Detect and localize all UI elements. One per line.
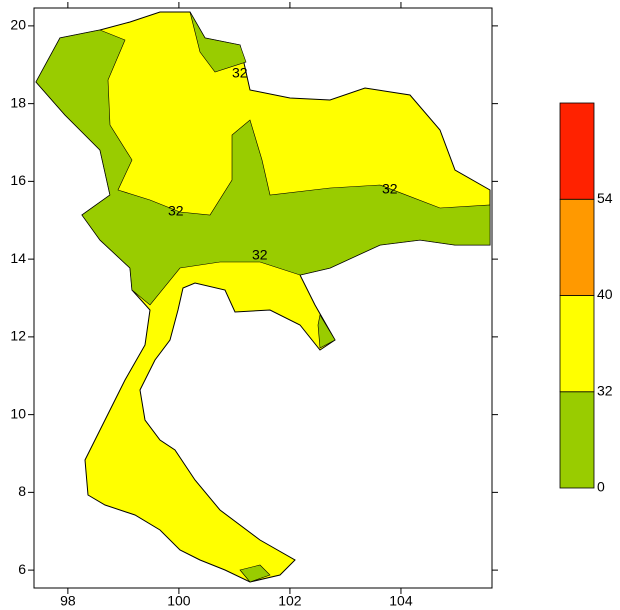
y-tick-label: 16	[10, 172, 26, 188]
contour-label: 32	[382, 181, 398, 197]
y-tick-label: 12	[10, 328, 26, 344]
contour-label: 32	[168, 203, 184, 219]
y-tick-label: 18	[10, 94, 26, 110]
land-green	[35, 29, 491, 306]
x-tick-label: 98	[60, 593, 76, 609]
x-tick-label: 102	[278, 593, 302, 609]
land-green	[239, 564, 271, 583]
contour-label: 32	[232, 65, 248, 81]
colorbar-segment	[559, 102, 595, 200]
colorbar-segment	[559, 198, 595, 296]
map-area	[35, 11, 491, 583]
colorbar-label: 40	[597, 286, 613, 302]
land-green	[189, 11, 247, 73]
contour-label: 32	[252, 247, 268, 263]
colorbar-segment	[559, 295, 595, 393]
colorbar-label: 54	[597, 190, 613, 206]
y-tick-label: 10	[10, 405, 26, 421]
land-green	[317, 314, 336, 349]
y-tick-label: 20	[10, 17, 26, 33]
y-tick-label: 8	[18, 483, 26, 499]
plot-frame	[33, 7, 493, 589]
x-tick-label: 100	[167, 593, 191, 609]
colorbar-label: 0	[597, 479, 605, 495]
y-tick-label: 6	[18, 561, 26, 577]
land-yellow	[35, 11, 491, 583]
colorbar-label: 32	[597, 382, 613, 398]
colorbar-segment	[559, 391, 595, 489]
x-tick-label: 104	[389, 593, 413, 609]
y-tick-label: 14	[10, 250, 26, 266]
